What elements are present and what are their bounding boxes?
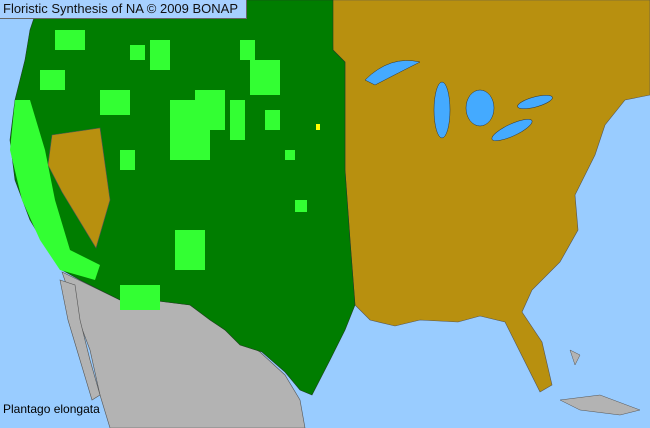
map-title: Floristic Synthesis of NA © 2009 BONAP	[0, 0, 248, 19]
present-region-west	[9, 0, 356, 396]
species-label: Plantago elongata	[3, 402, 100, 416]
great-lakes	[364, 60, 553, 142]
native-county-patches	[10, 30, 307, 310]
rare-county	[316, 124, 320, 130]
caribbean-islands	[559, 349, 641, 416]
baja-california	[59, 279, 101, 401]
